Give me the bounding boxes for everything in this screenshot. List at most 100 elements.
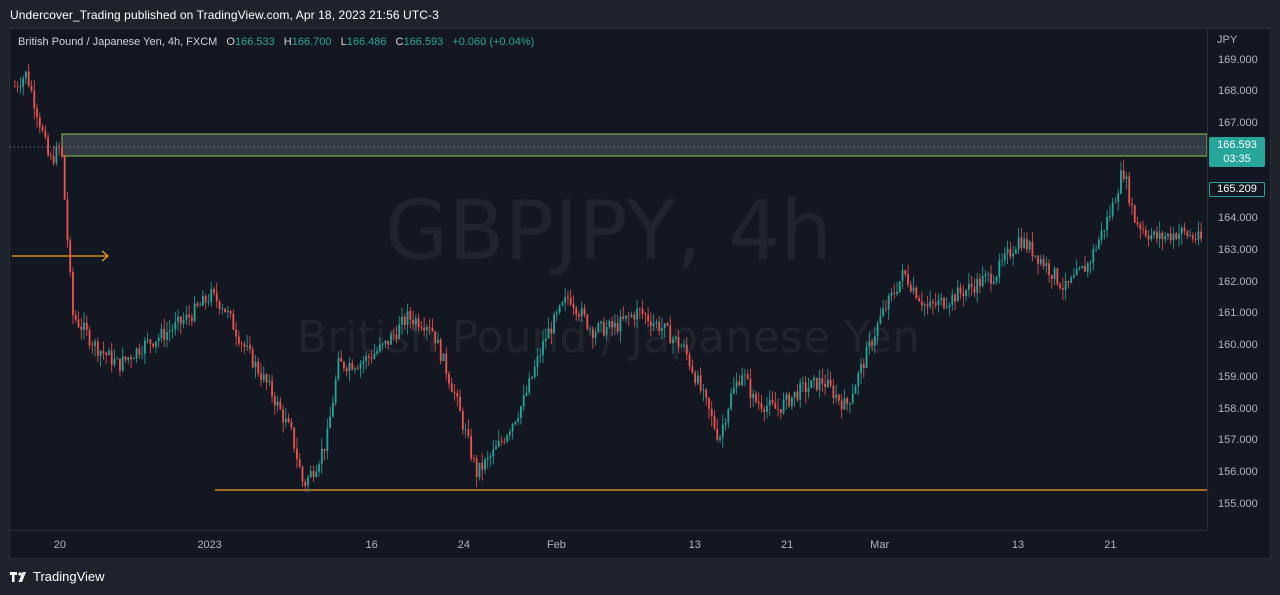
- candle-body: [1117, 193, 1120, 203]
- candle-body: [561, 302, 564, 306]
- candle-body: [567, 296, 569, 298]
- candle-body: [647, 315, 650, 322]
- candle-body: [940, 297, 943, 301]
- candle-body: [185, 314, 188, 320]
- candle-body: [1125, 176, 1128, 179]
- candle-body: [680, 346, 683, 348]
- candle-body: [1034, 255, 1037, 257]
- candle-body: [470, 435, 473, 459]
- candle-body: [520, 406, 522, 418]
- candle-body: [790, 396, 793, 407]
- candle-body: [489, 456, 492, 458]
- candle-body: [796, 391, 799, 400]
- candle-body: [105, 353, 108, 356]
- candle-body: [268, 380, 271, 383]
- candle-body: [907, 274, 909, 285]
- candle-body: [832, 385, 835, 399]
- candle-body: [96, 341, 99, 356]
- candle-body: [25, 71, 27, 79]
- candle-body: [249, 345, 251, 350]
- candle-body: [323, 448, 326, 451]
- candle-body: [763, 408, 766, 412]
- candle-body: [503, 441, 506, 443]
- candle-body: [967, 283, 970, 290]
- candle-body: [1120, 170, 1122, 194]
- candle-body: [594, 332, 597, 339]
- price-axis[interactable]: JPY 169.000 168.000 167.000 164.000 163.000 1…: [1207, 29, 1272, 530]
- candle-body: [439, 339, 442, 362]
- candle-body: [257, 361, 260, 374]
- candle-body: [896, 292, 898, 294]
- candle-body: [838, 394, 840, 401]
- candle-body: [127, 357, 130, 360]
- candle-body: [188, 314, 191, 318]
- candle-body: [47, 137, 49, 156]
- candle-body: [547, 328, 550, 339]
- candle-body: [119, 358, 121, 371]
- legend-high-value: 166.700: [291, 36, 332, 48]
- candle-body: [981, 276, 984, 287]
- candle-body: [271, 380, 273, 397]
- candle-body: [683, 344, 685, 347]
- footer-brand[interactable]: TradingView: [10, 569, 105, 584]
- candle-body: [354, 368, 356, 370]
- candle-body: [813, 377, 815, 381]
- candle-body: [865, 346, 868, 368]
- candle-body: [655, 321, 658, 324]
- candle-body: [821, 378, 824, 384]
- time-axis[interactable]: 20 2023 16 24 Feb 13 21 Mar 13 21: [10, 530, 1207, 560]
- chart-frame[interactable]: GBPJPY, 4h British Pound / Japanese Yen …: [9, 28, 1271, 559]
- candle-body: [627, 315, 630, 317]
- candle-body: [1144, 229, 1147, 236]
- candle-body: [1122, 170, 1125, 179]
- candle-body: [459, 396, 461, 412]
- candle-body: [608, 321, 611, 327]
- candle-body: [586, 314, 589, 329]
- candle-body: [849, 402, 851, 405]
- candle-body: [727, 409, 730, 423]
- x-tick-label: Mar: [870, 539, 890, 551]
- candle-body: [555, 312, 558, 315]
- candle-body: [199, 305, 202, 307]
- candle-body: [41, 126, 44, 131]
- candle-body: [19, 86, 22, 88]
- candle-body: [74, 314, 77, 320]
- candle-body: [1191, 235, 1194, 239]
- candle-body: [602, 321, 605, 336]
- candle-body: [63, 156, 66, 200]
- candle-body: [315, 471, 318, 477]
- candle-body: [237, 336, 240, 344]
- candle-body: [202, 295, 204, 306]
- candle-body: [649, 321, 652, 327]
- candle-body: [915, 287, 918, 299]
- candle-body: [854, 386, 857, 394]
- legend-close-key: C: [395, 36, 404, 48]
- candle-body: [1189, 235, 1191, 237]
- candle-body: [445, 353, 448, 374]
- candle-body: [887, 295, 890, 310]
- candle-body: [951, 294, 954, 305]
- candle-body: [69, 240, 72, 272]
- y-tick-label: 160.000: [1218, 339, 1258, 352]
- plot-area[interactable]: GBPJPY, 4h British Pound / Japanese Yen …: [10, 29, 1207, 530]
- candle-body: [193, 303, 196, 321]
- candle-body: [818, 378, 821, 390]
- candle-body: [1150, 234, 1153, 240]
- candle-body: [1056, 268, 1059, 285]
- candle-body: [738, 381, 741, 386]
- candle-body: [591, 328, 594, 339]
- candle-body: [824, 383, 826, 388]
- candle-body: [1003, 253, 1006, 261]
- candle-body: [862, 363, 865, 368]
- candle-body: [1053, 268, 1056, 279]
- candle-body: [182, 319, 185, 324]
- candle-body: [484, 459, 486, 470]
- candle-body: [1059, 284, 1062, 289]
- price-chart[interactable]: [10, 29, 1207, 530]
- candle-body: [337, 357, 340, 380]
- candle-body: [810, 380, 813, 389]
- candle-body: [835, 394, 838, 399]
- candle-body: [345, 368, 348, 371]
- publish-bar: Undercover_Trading published on TradingV…: [0, 0, 1280, 28]
- candle-body: [168, 330, 171, 333]
